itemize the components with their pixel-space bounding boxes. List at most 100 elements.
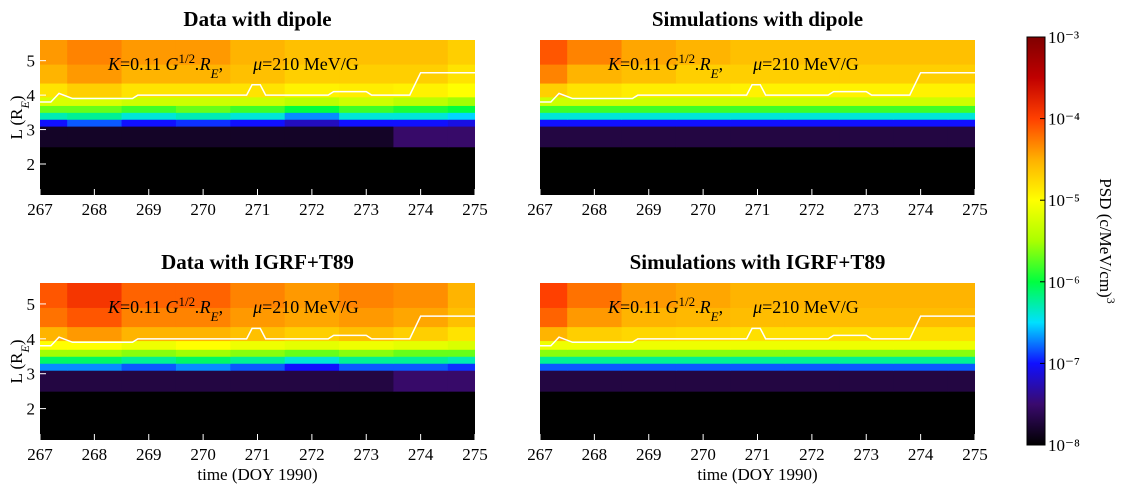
heat-cell (121, 349, 177, 357)
heat-cell (67, 146, 123, 195)
heat-cell (67, 356, 123, 364)
heat-cell (540, 146, 568, 195)
x-tick-label: 272 (299, 200, 325, 219)
heat-cell (567, 326, 623, 342)
x-tick-label: 272 (799, 445, 825, 464)
heat-cell (540, 126, 568, 148)
heat-cell (393, 349, 449, 357)
heatmap (40, 283, 475, 440)
heat-cell (621, 64, 677, 84)
heat-cell (784, 146, 840, 195)
heat-cell (121, 340, 177, 350)
heat-cell (67, 126, 123, 148)
x-tick-label: 273 (854, 445, 880, 464)
x-tick-label: 274 (408, 445, 434, 464)
annotation-part: G (166, 54, 179, 74)
heat-cell (121, 126, 177, 148)
heat-cell (121, 326, 177, 342)
heat-cell (839, 356, 894, 364)
heat-cell (175, 105, 231, 113)
heat-cell (784, 340, 840, 350)
heat-cell (567, 64, 623, 84)
heat-cell (540, 340, 568, 350)
heat-cell (175, 340, 231, 350)
heat-cell (447, 126, 475, 148)
x-axis-label: time (DOY 1990) (697, 465, 817, 484)
x-tick-label: 274 (408, 200, 434, 219)
heat-cell (621, 40, 677, 65)
annotation-part: .R (195, 297, 211, 317)
heat-cell (67, 391, 123, 440)
heat-cell (730, 307, 786, 328)
heat-cell (121, 96, 177, 106)
heat-cell (893, 40, 949, 65)
heat-cell (447, 326, 475, 342)
heatmap (540, 283, 975, 440)
heat-cell (621, 112, 677, 120)
heat-cell (284, 356, 340, 364)
heat-cell (675, 64, 731, 84)
colorbar-tick-label: 10⁻⁶ (1048, 273, 1080, 292)
heat-cell (339, 391, 394, 440)
heat-cell (121, 363, 177, 371)
heat-cell (230, 326, 286, 342)
heat-cell (339, 126, 394, 148)
heat-cell (947, 363, 975, 371)
heat-cell (230, 283, 286, 308)
annotation-part: 1/2 (179, 294, 196, 309)
panel-title: Simulations with dipole (652, 7, 863, 31)
heat-cell (893, 283, 949, 308)
heat-cell (730, 119, 786, 127)
heat-cell (893, 119, 949, 127)
heat-cell (339, 146, 394, 195)
heat-cell (730, 64, 786, 84)
heat-cell (730, 363, 786, 371)
heat-cell (40, 146, 68, 195)
x-tick-label: 268 (82, 445, 108, 464)
heat-cell (947, 83, 975, 98)
heat-cell (230, 349, 286, 357)
heat-cell (339, 307, 394, 328)
colorbar-tick-label: 10⁻³ (1048, 28, 1079, 47)
annotation-part: μ (252, 54, 262, 74)
heat-cell (447, 119, 475, 127)
heat-cell (893, 83, 949, 98)
heat-cell (567, 356, 623, 364)
heat-cell (67, 40, 123, 65)
heat-cell (947, 146, 975, 195)
heat-cell (567, 112, 623, 120)
heat-cell (784, 96, 840, 106)
y-tick-label: 5 (27, 52, 36, 71)
heat-cell (284, 126, 340, 148)
heat-cell (447, 96, 475, 106)
heat-cell (675, 363, 731, 371)
heat-cell (893, 146, 949, 195)
heat-cell (675, 349, 731, 357)
annotation-part: μ (752, 297, 762, 317)
heat-cell (175, 64, 231, 84)
heat-cell (284, 119, 340, 127)
x-tick-label: 268 (82, 200, 108, 219)
y-tick-label: 5 (27, 295, 36, 314)
annotation-part: G (166, 297, 179, 317)
annotation-part: E (210, 309, 219, 324)
heat-cell (67, 105, 123, 113)
heat-cell (730, 112, 786, 120)
heat-cell (393, 146, 449, 195)
x-tick-label: 267 (527, 200, 553, 219)
heat-cell (893, 370, 949, 392)
heat-cell (839, 363, 894, 371)
x-tick-label: 270 (690, 200, 716, 219)
heat-cell (284, 340, 340, 350)
heat-cell (540, 119, 568, 127)
heat-cell (284, 105, 340, 113)
boundary-line (540, 71, 975, 103)
heat-cell (947, 96, 975, 106)
heat-cell (230, 307, 286, 328)
heat-cell (393, 105, 449, 113)
annotation-part: , (219, 54, 224, 74)
heat-cell (730, 340, 786, 350)
heat-cell (175, 126, 231, 148)
heat-cell (947, 370, 975, 392)
heat-cell (730, 105, 786, 113)
